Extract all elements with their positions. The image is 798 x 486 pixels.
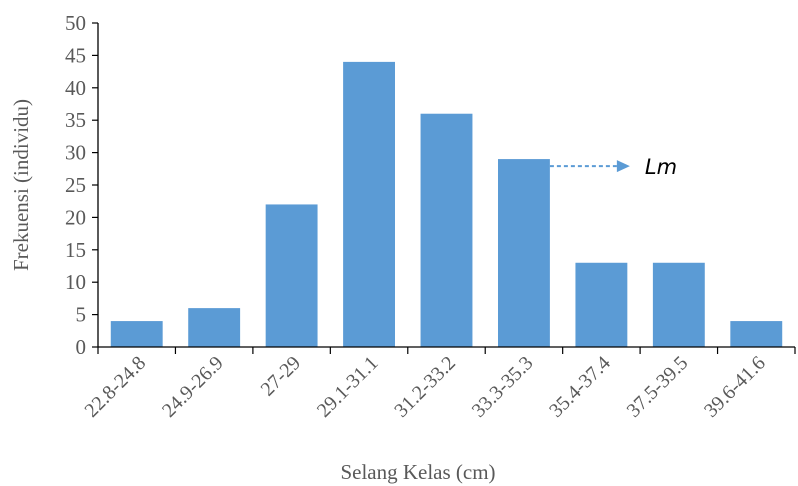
x-tick-label: 35.4-37.4 [545, 352, 615, 422]
x-tick-label: 27-29 [257, 352, 306, 401]
bar [498, 159, 550, 347]
y-tick-label: 50 [65, 11, 86, 35]
bar [652, 262, 705, 347]
bar [343, 61, 395, 347]
y-tick-label: 35 [65, 108, 86, 132]
y-tick-label: 0 [76, 335, 87, 359]
y-tick-label: 20 [65, 205, 86, 229]
bar [730, 321, 783, 347]
x-tick-label: 24.9-26.9 [158, 352, 228, 422]
x-tick-label: 39.6-41.6 [700, 352, 770, 422]
bar [110, 321, 163, 347]
y-tick-label: 5 [76, 303, 87, 327]
y-tick-label: 30 [65, 141, 86, 165]
y-axis-ticks: 0 5 10 15 20 25 30 35 40 45 50 [65, 11, 98, 359]
bar [420, 113, 473, 347]
x-tick-label: 31.2-33.2 [390, 352, 460, 422]
annotation: Lm [549, 155, 677, 179]
y-tick-label: 25 [65, 173, 86, 197]
y-axis-title: Frekuensi (individu) [9, 99, 33, 271]
x-tick-label: 37.5-39.5 [623, 352, 693, 422]
annotation-label: Lm [645, 155, 677, 179]
bars [110, 61, 783, 347]
x-tick-label: 33.3-35.3 [468, 352, 538, 422]
y-tick-label: 10 [65, 270, 86, 294]
arrow-head-icon [616, 160, 630, 173]
x-axis-title: Selang Kelas (cm) [340, 460, 495, 484]
y-tick-label: 15 [65, 238, 86, 262]
y-tick-label: 40 [65, 76, 86, 100]
x-tick-label: 29.1-31.1 [313, 352, 383, 422]
bar [265, 204, 318, 347]
y-tick-label: 45 [65, 43, 86, 67]
bar [188, 308, 241, 347]
x-tick-label: 22.8-24.8 [80, 352, 150, 422]
bar [575, 262, 628, 347]
x-axis-ticks: 22.8-24.8 24.9-26.9 27-29 29.1-31.1 31.2-33.… [80, 347, 796, 422]
